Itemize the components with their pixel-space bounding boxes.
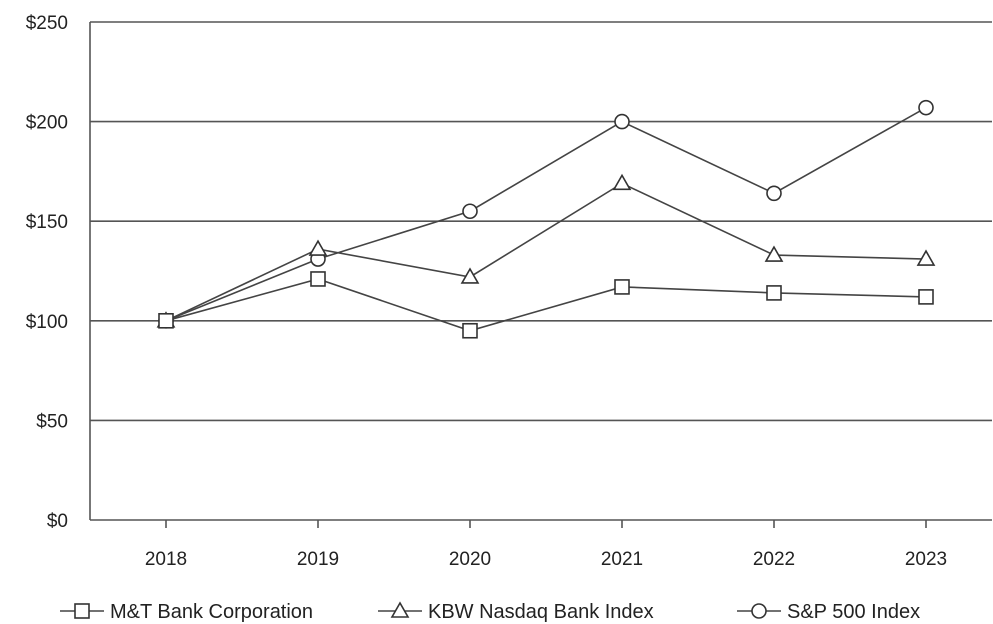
y-tick-label: $200 (26, 113, 68, 134)
data-point-kbw-nasdaq-bank-index (916, 249, 936, 266)
legend-label: S&P 500 Index (787, 601, 920, 623)
y-tick-label: $150 (26, 212, 68, 233)
data-point-kbw-nasdaq-bank-index (612, 173, 632, 191)
x-tick-label: 2020 (449, 549, 491, 570)
y-axis-ticks: $0 $50 $100 $150 $200 $250 (26, 13, 68, 532)
legend-marker-triangle (390, 601, 410, 618)
x-tick-label: 2021 (601, 549, 643, 570)
data-point-m-t-bank-corporation (918, 289, 934, 305)
data-point-s-p-500-index (766, 185, 782, 202)
legend-label: M&T Bank Corporation (110, 601, 313, 623)
legend-item-s-p-500-index: S&P 500 Index (737, 601, 920, 623)
series-line-m-t-bank-corporation (165, 278, 927, 332)
data-point-kbw-nasdaq-bank-index (764, 245, 784, 262)
series-group (156, 99, 936, 339)
data-point-kbw-nasdaq-bank-index (460, 267, 480, 284)
gridlines (90, 21, 992, 422)
data-point-s-p-500-index (918, 99, 934, 116)
series-line-kbw-nasdaq-bank-index (165, 182, 927, 322)
legend-marker-circle (751, 603, 767, 619)
data-point-m-t-bank-corporation (158, 312, 174, 329)
legend: M&T Bank Corporation KBW Nasdaq Bank Inde… (60, 601, 920, 623)
legend-item-m-t-bank-corporation: M&T Bank Corporation (60, 601, 313, 623)
data-point-m-t-bank-corporation (766, 285, 782, 301)
legend-item-kbw-nasdaq-bank-index: KBW Nasdaq Bank Index (378, 601, 654, 623)
legend-marker-square (74, 603, 90, 619)
data-point-m-t-bank-corporation (310, 271, 326, 287)
y-tick-label: $250 (26, 13, 68, 34)
series-m-t-bank-corporation (158, 271, 934, 339)
y-tick-label: $100 (26, 312, 68, 333)
data-point-kbw-nasdaq-bank-index (308, 239, 328, 256)
series-line-s-p-500-index (165, 106, 927, 322)
axes (89, 22, 992, 521)
legend-label: KBW Nasdaq Bank Index (428, 601, 654, 623)
y-tick-label: $0 (47, 511, 68, 532)
x-tick-label: 2022 (753, 549, 795, 570)
y-tick-label: $50 (36, 411, 68, 432)
x-tick-label: 2018 (145, 549, 187, 570)
x-tick-label: 2019 (297, 549, 339, 570)
data-point-m-t-bank-corporation (462, 322, 478, 339)
series-kbw-nasdaq-bank-index (156, 173, 936, 328)
data-point-m-t-bank-corporation (614, 279, 630, 295)
data-point-s-p-500-index (614, 113, 630, 130)
data-point-s-p-500-index (462, 203, 478, 220)
x-axis-ticks: 2018 2019 2020 2021 2022 2023 (145, 520, 947, 570)
x-tick-label: 2023 (905, 549, 947, 570)
